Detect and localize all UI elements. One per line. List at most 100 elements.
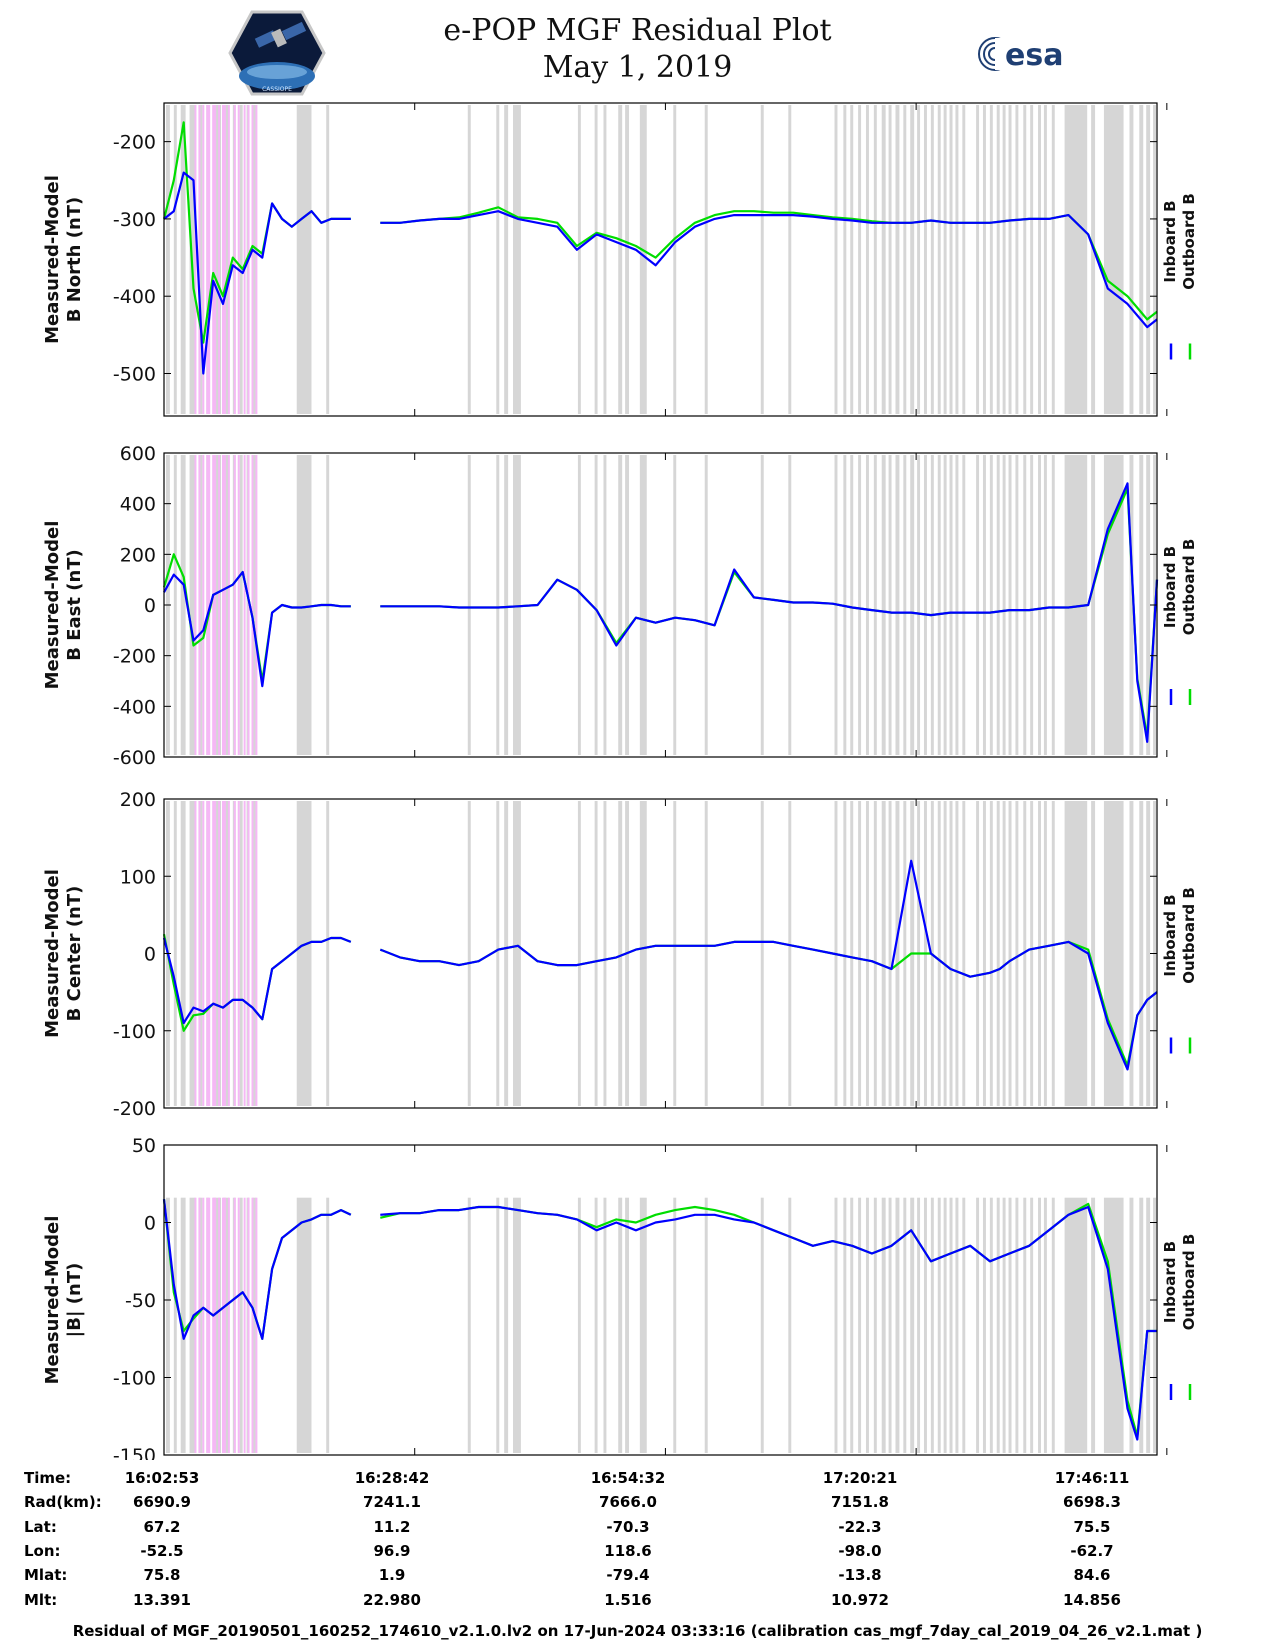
gap-band <box>1139 455 1144 755</box>
gap-band <box>858 801 862 1106</box>
gap-band <box>213 105 222 414</box>
gap-band <box>917 105 921 414</box>
gap-band <box>673 105 677 414</box>
y-tick-label: 0 <box>144 595 156 617</box>
panel-beast: 600 400 200 0 -200 -400 -600 Measured-ModelB Ea… <box>42 443 1198 769</box>
gap-band <box>189 455 196 755</box>
gap-band <box>704 1197 708 1453</box>
gap-band <box>1139 1197 1144 1453</box>
orbit-row-value: 1.9 <box>378 1566 406 1584</box>
gap-band <box>962 105 966 414</box>
gap-band <box>996 105 1000 414</box>
orbit-row-value: 10.972 <box>831 1591 889 1609</box>
gap-band <box>467 105 471 414</box>
flag-band <box>233 1197 236 1453</box>
flag-band <box>251 105 254 414</box>
gap-band <box>704 455 708 755</box>
y-tick-label: -100 <box>113 1021 156 1043</box>
orbit-row-value: -22.3 <box>838 1518 882 1536</box>
gap-band <box>788 801 792 1106</box>
gap-band <box>625 455 630 755</box>
gap-band <box>982 455 986 755</box>
gap-band <box>881 801 886 1106</box>
series-line-inboard <box>162 936 352 1025</box>
gap-band <box>173 455 177 755</box>
gap-band <box>955 801 959 1106</box>
gap-band <box>949 1197 953 1453</box>
gap-band <box>467 455 471 755</box>
gap-band <box>858 455 862 755</box>
gap-band <box>989 455 993 755</box>
orbit-row-value: 7241.1 <box>363 1493 421 1511</box>
flag-band <box>218 455 221 755</box>
flag-band <box>206 1197 211 1453</box>
gap-band <box>1008 801 1012 1106</box>
gap-band <box>513 105 521 414</box>
gap-band <box>199 801 203 1106</box>
gap-band <box>326 1197 330 1453</box>
y-axis-label-line: B North (nT) <box>64 197 85 323</box>
flag-band <box>227 455 230 755</box>
gap-band <box>788 455 792 755</box>
orbit-row-value: 6698.3 <box>1063 1493 1121 1511</box>
gap-band <box>1030 455 1034 755</box>
gap-band <box>910 1197 915 1453</box>
gap-band <box>673 1197 677 1453</box>
gap-band <box>594 801 598 1106</box>
gap-band <box>173 105 177 414</box>
gap-band <box>504 455 509 755</box>
gap-band <box>1023 455 1027 755</box>
gap-band <box>618 801 623 1106</box>
gap-band <box>180 455 186 755</box>
gap-band <box>858 105 862 414</box>
y-axis-label-line: B East (nT) <box>64 549 85 661</box>
gap-band <box>1038 801 1041 1106</box>
legend-label: Outboard B <box>1180 539 1198 636</box>
gap-band <box>930 1197 934 1453</box>
gap-band <box>865 105 869 414</box>
gap-band <box>165 105 170 414</box>
gap-band <box>577 105 581 414</box>
flag-band <box>227 801 230 1106</box>
y-axis-label: Measured-ModelB North (nT) <box>42 175 85 344</box>
orbit-row-label: Rad(km): <box>24 1493 102 1511</box>
cassiope-logo-text: CASSIOPE <box>262 86 292 93</box>
gap-band <box>1023 105 1027 414</box>
flag-band <box>251 1197 254 1453</box>
gap-band <box>603 455 607 755</box>
flag-band <box>233 455 236 755</box>
legend-label: Inboard B <box>1161 894 1179 976</box>
flag-band <box>237 801 240 1106</box>
flag-band <box>212 105 217 414</box>
gap-band <box>496 455 500 755</box>
gap-band <box>1129 455 1134 755</box>
legend-label: Outboard B <box>1180 1234 1198 1331</box>
flag-band <box>202 1197 205 1453</box>
gap-band <box>239 801 243 1106</box>
orbit-row-value: 22.980 <box>363 1591 421 1609</box>
flag-band <box>202 455 205 755</box>
y-axis-label-line: Measured-Model <box>42 521 63 690</box>
gap-band <box>577 455 581 755</box>
gap-band <box>577 1197 581 1453</box>
gap-band <box>326 801 330 1106</box>
legend-label: Inboard B <box>1161 1241 1179 1323</box>
flag-band <box>206 801 211 1106</box>
gap-band <box>1146 455 1151 755</box>
gap-band <box>625 105 630 414</box>
gap-band <box>594 455 598 755</box>
gap-band <box>594 105 598 414</box>
gap-band <box>949 455 953 755</box>
gap-band <box>895 1197 900 1453</box>
gap-band <box>704 801 708 1106</box>
gap-band <box>1064 455 1088 755</box>
gap-band <box>165 1197 170 1453</box>
gap-band <box>943 801 947 1106</box>
gap-band <box>989 105 993 414</box>
gap-band <box>996 1197 1000 1453</box>
axes-frame <box>163 102 1158 417</box>
gap-band <box>673 801 677 1106</box>
flag-band <box>198 801 201 1106</box>
gap-band <box>1051 1197 1055 1453</box>
gap-band <box>252 1197 257 1453</box>
